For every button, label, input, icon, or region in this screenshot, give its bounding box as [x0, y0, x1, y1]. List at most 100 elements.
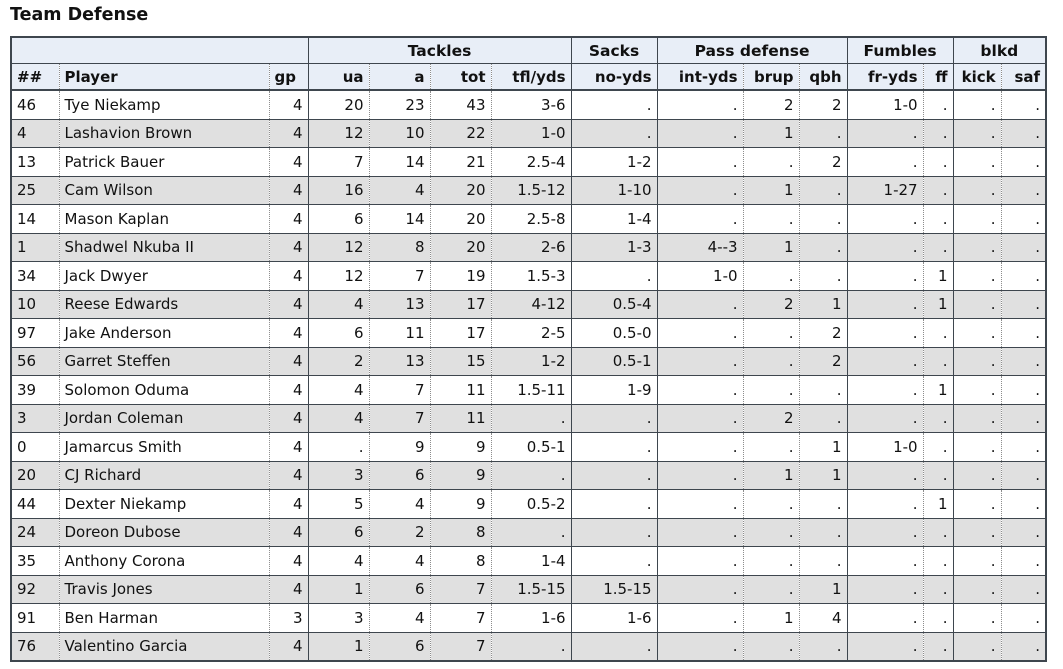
cell-ff: . — [922, 147, 954, 177]
cell-ua: 1 — [307, 632, 370, 662]
cell-saf: . — [1000, 518, 1047, 547]
cell-int-yds: . — [656, 575, 744, 604]
cell-kick: . — [952, 318, 1002, 348]
table-row: 34 Jack Dwyer 4 12 7 19 1.5-3. 1-0... 1.. — [11, 261, 1047, 291]
cell-brup: 1 — [742, 233, 800, 262]
cell-fr-yds: . — [846, 603, 924, 633]
col-header-int-yds: int-yds — [656, 63, 744, 91]
cell-tot: 43 — [429, 90, 492, 120]
cell-no-yds: 1-3 — [570, 233, 658, 262]
cell-kick: . — [952, 233, 1002, 262]
cell-ff: . — [922, 204, 954, 234]
cell-a: 2 — [368, 518, 431, 547]
cell-saf: . — [1000, 176, 1047, 205]
group-header-row: Tackles Sacks Pass defense Fumbles blkd — [11, 37, 1047, 64]
cell-fr-yds: 1-0 — [846, 432, 924, 462]
cell-brup: . — [742, 347, 800, 376]
cell-tfl-yds: 0.5-2 — [490, 489, 572, 519]
cell-ff: . — [922, 233, 954, 262]
cell-tot: 20 — [429, 176, 492, 205]
cell-num: 46 — [11, 90, 59, 120]
cell-num: 0 — [11, 432, 59, 462]
cell-kick: . — [952, 375, 1002, 405]
cell-tfl-yds: 2.5-8 — [490, 204, 572, 234]
cell-brup: . — [742, 489, 800, 519]
cell-no-yds: 0.5-1 — [570, 347, 658, 376]
cell-tot: 17 — [429, 290, 492, 319]
col-header-num: ## — [11, 63, 59, 91]
table-row: 97 Jake Anderson 4 6 11 17 2-5 0.5-0.. 2.... — [11, 318, 1047, 348]
table-row: 4 Lashavion Brown 4 12 10 22 1-0.. 1..... — [11, 119, 1047, 148]
cell-brup: 1 — [742, 119, 800, 148]
cell-qbh: 1 — [798, 432, 848, 462]
cell-a: 7 — [368, 404, 431, 433]
cell-ua: 4 — [307, 404, 370, 433]
cell-no-yds: . — [570, 432, 658, 462]
cell-no-yds: 1-10 — [570, 176, 658, 205]
cell-brup: 1 — [742, 176, 800, 205]
cell-tot: 20 — [429, 233, 492, 262]
cell-a: 7 — [368, 375, 431, 405]
cell-tot: 9 — [429, 432, 492, 462]
cell-tfl-yds: 2.5-4 — [490, 147, 572, 177]
cell-saf: . — [1000, 204, 1047, 234]
cell-fr-yds: . — [846, 318, 924, 348]
cell-player: Patrick Bauer — [58, 147, 269, 177]
cell-fr-yds: . — [846, 233, 924, 262]
cell-brup: 2 — [742, 404, 800, 433]
cell-int-yds: 1-0 — [656, 261, 744, 291]
col-header-ua: ua — [307, 63, 370, 91]
col-header-tot: tot — [429, 63, 492, 91]
column-header-row: ## Player gp ua a tot tfl/yds no-yds int-yds brup… — [11, 63, 1047, 91]
cell-fr-yds: . — [846, 575, 924, 604]
cell-kick: . — [952, 147, 1002, 177]
cell-qbh: . — [798, 119, 848, 148]
table-row: 13 Patrick Bauer 4 7 14 21 2.5-4 1-2.. 2.... — [11, 147, 1047, 177]
cell-qbh: 2 — [798, 318, 848, 348]
cell-ff: . — [922, 404, 954, 433]
cell-num: 1 — [11, 233, 59, 262]
cell-tot: 8 — [429, 518, 492, 547]
cell-num: 39 — [11, 375, 59, 405]
cell-tfl-yds: 0.5-1 — [490, 432, 572, 462]
cell-player: Reese Edwards — [58, 290, 269, 319]
cell-fr-yds: . — [846, 347, 924, 376]
cell-qbh: . — [798, 404, 848, 433]
cell-no-yds: . — [570, 261, 658, 291]
cell-brup: . — [742, 204, 800, 234]
cell-brup: . — [742, 575, 800, 604]
cell-tfl-yds: 1.5-15 — [490, 575, 572, 604]
cell-ua: 6 — [307, 318, 370, 348]
cell-no-yds: . — [570, 119, 658, 148]
cell-num: 92 — [11, 575, 59, 604]
cell-no-yds: 1.5-15 — [570, 575, 658, 604]
table-row: 3 Jordan Coleman 4 4 7 11... 2..... — [11, 404, 1047, 433]
cell-tot: 17 — [429, 318, 492, 348]
cell-num: 10 — [11, 290, 59, 319]
group-header-blkd: blkd — [952, 37, 1047, 64]
cell-saf: . — [1000, 375, 1047, 405]
cell-ua: 3 — [307, 603, 370, 633]
cell-a: 14 — [368, 204, 431, 234]
col-header-ff: ff — [922, 63, 954, 91]
cell-ff: . — [922, 119, 954, 148]
cell-qbh: 2 — [798, 147, 848, 177]
cell-qbh: 1 — [798, 461, 848, 490]
cell-fr-yds: . — [846, 489, 924, 519]
cell-gp: 4 — [268, 318, 309, 348]
cell-qbh: 4 — [798, 603, 848, 633]
cell-num: 4 — [11, 119, 59, 148]
cell-gp: 4 — [268, 546, 309, 576]
cell-qbh: 2 — [798, 347, 848, 376]
table-row: 0 Jamarcus Smith 4. 9 9 0.5-1... 1 1-0... — [11, 432, 1047, 462]
cell-int-yds: . — [656, 375, 744, 405]
cell-tot: 7 — [429, 575, 492, 604]
cell-a: 13 — [368, 290, 431, 319]
cell-no-yds: 1-9 — [570, 375, 658, 405]
cell-tot: 9 — [429, 489, 492, 519]
table-row: 1 Shadwel Nkuba II 4 12 8 20 2-6 1-3 4--3 1..... — [11, 233, 1047, 262]
cell-tot: 11 — [429, 375, 492, 405]
group-header-fumbles: Fumbles — [846, 37, 954, 64]
cell-int-yds: . — [656, 90, 744, 120]
cell-num: 56 — [11, 347, 59, 376]
